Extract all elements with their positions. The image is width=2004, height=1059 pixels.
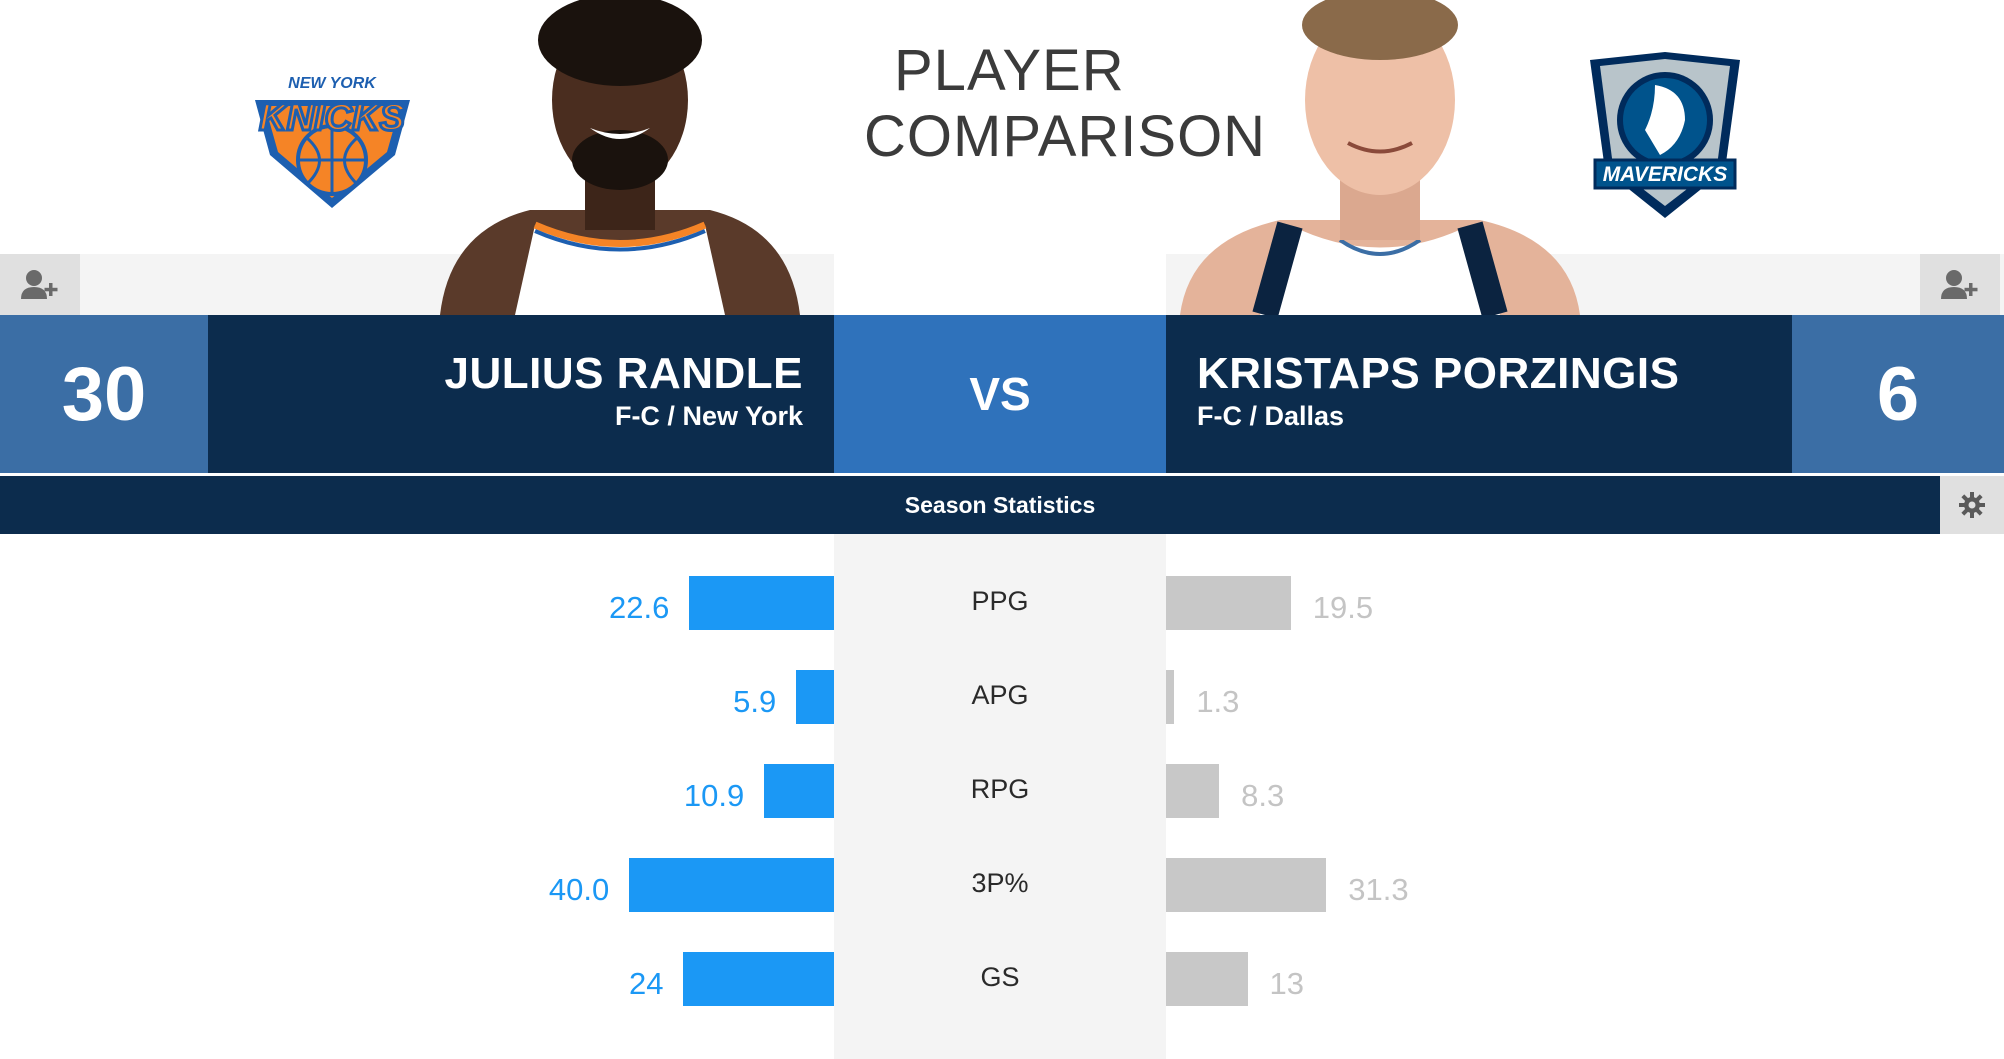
svg-text:MAVERICKS: MAVERICKS bbox=[1603, 163, 1727, 186]
gear-icon bbox=[1959, 492, 1985, 518]
player-right-photo bbox=[1180, 0, 1580, 315]
header-area: NEW YORK KNICKS PLAYER COMPARISON bbox=[0, 0, 2004, 315]
stat-bar-left bbox=[629, 858, 834, 912]
stat-bar-right bbox=[1166, 952, 1248, 1006]
stat-bar-right bbox=[1166, 576, 1291, 630]
player-right-info: KRISTAPS PORZINGIS F-C / Dallas bbox=[1166, 315, 1792, 473]
svg-text:NEW YORK: NEW YORK bbox=[288, 75, 377, 92]
stat-bar-right bbox=[1166, 858, 1327, 912]
stat-label: GS bbox=[980, 962, 1020, 992]
stat-row: 24 GS 13 bbox=[0, 952, 2004, 1012]
svg-text:KNICKS: KNICKS bbox=[259, 97, 405, 139]
stat-value-left: 5.9 bbox=[733, 684, 777, 719]
stat-bar-right bbox=[1166, 670, 1175, 724]
player-right-name: KRISTAPS PORZINGIS bbox=[1197, 349, 1680, 398]
stat-bar-left bbox=[683, 952, 834, 1006]
knicks-logo-icon: NEW YORK KNICKS bbox=[255, 75, 410, 208]
stat-value-right: 19.5 bbox=[1312, 590, 1374, 625]
settings-button[interactable] bbox=[1940, 476, 2004, 534]
stat-value-right: 13 bbox=[1269, 966, 1305, 1001]
player-right-meta: F-C / Dallas bbox=[1197, 401, 1345, 431]
stat-label: PPG bbox=[971, 586, 1029, 616]
stat-bar-left bbox=[796, 670, 834, 724]
stat-value-right: 1.3 bbox=[1196, 684, 1240, 719]
stat-bar-left bbox=[764, 764, 834, 818]
stat-row: 10.9 RPG 8.3 bbox=[0, 764, 2004, 824]
vs-label: VS bbox=[834, 315, 1166, 473]
player-right-number: 6 bbox=[1792, 315, 2004, 473]
stat-value-left: 10.9 bbox=[683, 778, 745, 813]
stat-row: 40.0 3P% 31.3 bbox=[0, 858, 2004, 918]
page-title-line1: PLAYER bbox=[894, 38, 1125, 103]
player-left-photo bbox=[440, 0, 800, 315]
stat-row: 22.6 PPG 19.5 bbox=[0, 576, 2004, 636]
add-player-right-button[interactable] bbox=[1920, 254, 2000, 315]
stat-value-right: 8.3 bbox=[1241, 778, 1285, 813]
player-left-name: JULIUS RANDLE bbox=[444, 349, 803, 398]
stat-label: 3P% bbox=[971, 868, 1029, 898]
mavericks-logo-icon: MAVERICKS bbox=[1590, 52, 1740, 218]
stat-labels-column bbox=[834, 534, 1166, 1059]
player-left-info: JULIUS RANDLE F-C / New York bbox=[208, 315, 834, 473]
player-left-number: 30 bbox=[0, 315, 208, 473]
stat-bar-left bbox=[689, 576, 834, 630]
stat-bar-right bbox=[1166, 764, 1220, 818]
stat-value-left: 24 bbox=[628, 966, 664, 1001]
players-banner: 30 JULIUS RANDLE F-C / New York VS KRIST… bbox=[0, 315, 2004, 473]
stat-value-right: 31.3 bbox=[1348, 872, 1409, 907]
page-title: PLAYER COMPARISON bbox=[864, 38, 1265, 170]
add-user-icon bbox=[1941, 269, 1978, 299]
stat-row: 5.9 APG 1.3 bbox=[0, 670, 2004, 730]
add-player-left-button[interactable] bbox=[0, 254, 80, 315]
stat-label: APG bbox=[971, 680, 1029, 710]
stats-comparison: 22.6 PPG 19.5 5.9 APG 1.3 10.9 RPG 8.3 40.0 3P% 31.… bbox=[0, 534, 2004, 1059]
add-user-icon bbox=[21, 269, 58, 299]
page-title-line2: COMPARISON bbox=[864, 104, 1267, 169]
stat-label: RPG bbox=[970, 774, 1030, 804]
stat-value-left: 22.6 bbox=[609, 590, 670, 625]
stat-value-left: 40.0 bbox=[548, 872, 610, 907]
season-statistics-header: Season Statistics bbox=[0, 476, 1940, 534]
player-left-meta: F-C / New York bbox=[614, 401, 803, 431]
